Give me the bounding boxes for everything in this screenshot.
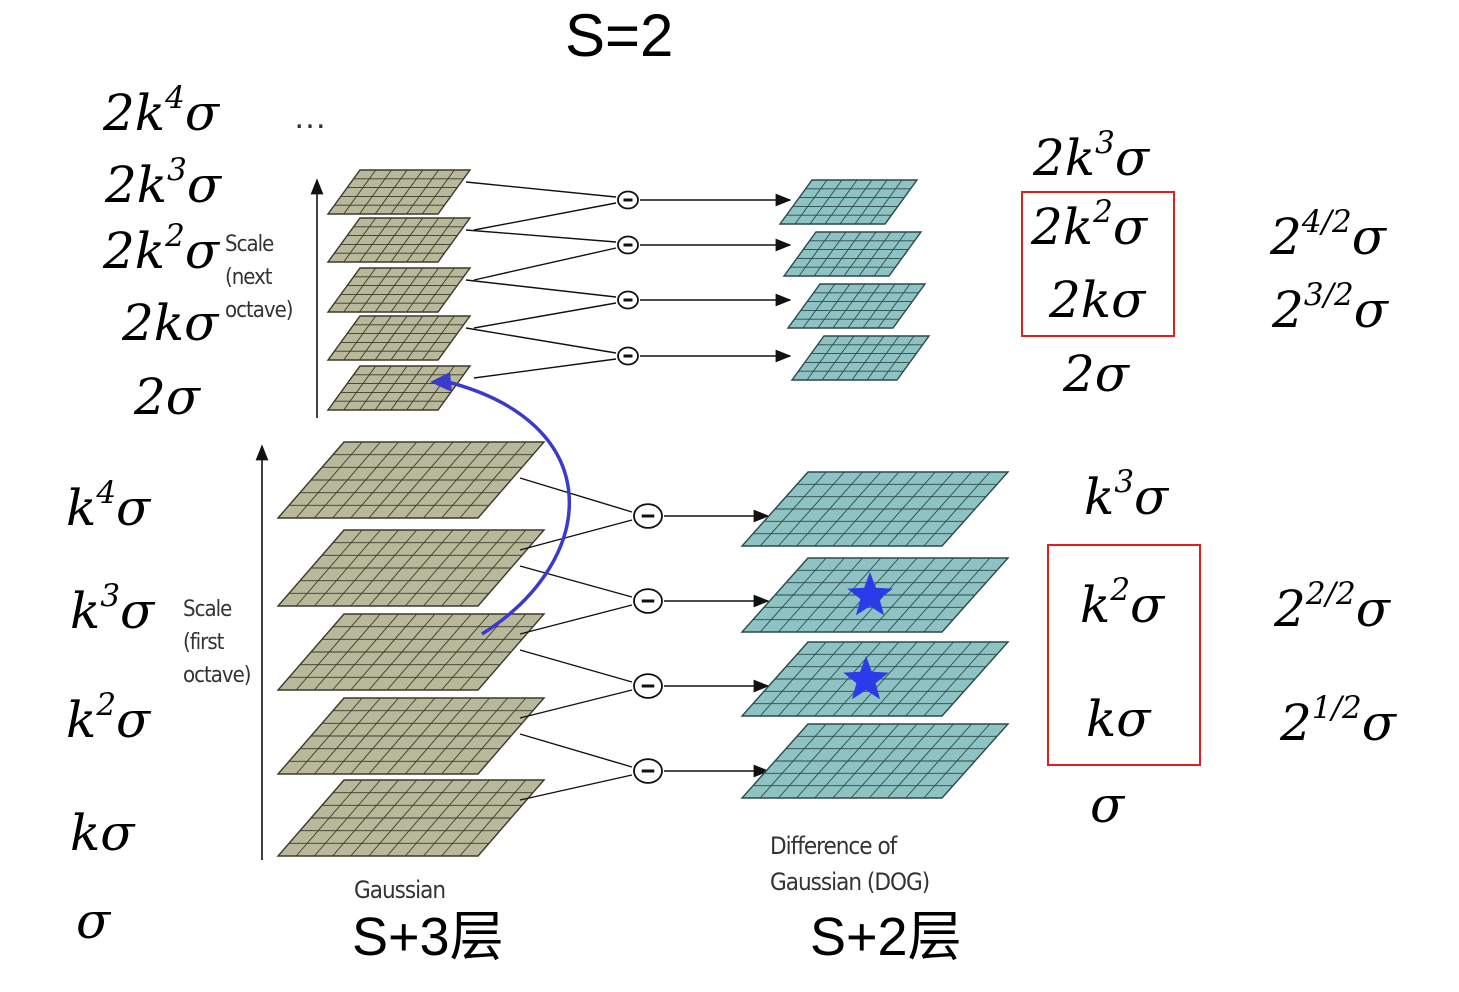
- highlight-box-first-octave: [1047, 544, 1201, 766]
- dog-caption: Difference of Gaussian (DOG): [770, 832, 930, 896]
- downsample-arrowhead: [430, 372, 452, 392]
- scale-label-first-ks: kσ: [70, 804, 135, 862]
- scale-label-first-k4s: k4σ: [66, 475, 151, 537]
- keypoint-star-2: [843, 656, 889, 700]
- first-gaussian-layer-5: [276, 779, 546, 857]
- first-dog-layer-4: [740, 723, 1010, 799]
- dog-label-next-2s: 2σ: [1063, 345, 1129, 403]
- scale-label-first-k3s: k3σ: [70, 578, 155, 640]
- first-gaussian-layer-1: [276, 441, 546, 519]
- dog-label-first-ks: kσ: [1086, 690, 1151, 748]
- next-connector-a-2: [465, 229, 617, 243]
- next-dog-layer-3: [786, 283, 927, 329]
- next-connector-b-2: [473, 247, 617, 281]
- next-connector-a-4: [465, 327, 617, 354]
- scale-label-next-2k3s: 2k3σ: [105, 152, 221, 214]
- next-connector-b-3: [473, 302, 617, 329]
- gaussian-caption: Gaussian: [354, 876, 446, 904]
- ellipsis: …: [293, 98, 327, 136]
- axis-label-next-octave: Scale (next octave): [225, 232, 293, 323]
- next-dog-layer-4: [790, 335, 931, 381]
- scale-label-next-2s: 2σ: [134, 368, 200, 426]
- first-gaussian-layer-3: [276, 613, 546, 691]
- highlight-box-next-octave: [1021, 191, 1175, 337]
- first-connector-b-4: [519, 774, 633, 801]
- axis-label-first-octave: Scale (first octave): [183, 597, 251, 688]
- scale-label-next-2k4s: 2k4σ: [103, 80, 219, 142]
- gaussian-layer-count: S+3层: [352, 907, 504, 967]
- next-dog-layer-2: [782, 231, 923, 277]
- first-connector-a-2: [519, 565, 633, 598]
- next-connector-b-4: [473, 358, 617, 379]
- pow-label-2-2: 22/2σ: [1274, 576, 1390, 638]
- first-connector-b-1: [519, 519, 633, 551]
- first-gaussian-layer-4: [276, 697, 546, 775]
- first-connector-a-4: [519, 733, 633, 768]
- keypoint-star-1: [847, 572, 893, 616]
- scale-label-first-s: σ: [76, 892, 111, 950]
- next-dog-layer-1: [778, 179, 919, 225]
- scale-label-next-2k2s: 2k2σ: [103, 218, 219, 280]
- dog-label-next-2k2s: 2k2σ: [1031, 194, 1147, 256]
- first-gaussian-layer-2: [276, 529, 546, 607]
- first-connector-b-3: [519, 689, 633, 719]
- next-gaussian-layer-4: [326, 315, 472, 361]
- next-connector-a-1: [465, 181, 617, 198]
- first-dog-layer-1: [740, 471, 1010, 547]
- first-connector-a-3: [519, 649, 633, 683]
- next-gaussian-layer-1: [326, 169, 472, 215]
- next-gaussian-layer-3: [326, 267, 472, 313]
- first-connector-a-1: [519, 477, 633, 513]
- first-connector-b-2: [519, 604, 633, 635]
- dog-label-next-2ks: 2kσ: [1049, 271, 1146, 329]
- dog-label-first-k2s: k2σ: [1080, 572, 1165, 634]
- next-connector-b-1: [473, 202, 617, 231]
- scale-label-next-2ks: 2kσ: [122, 294, 219, 352]
- pow-label-1-2: 21/2σ: [1280, 690, 1396, 752]
- dog-label-first-k3s: k3σ: [1084, 464, 1169, 526]
- downsample-curve: [439, 378, 571, 636]
- next-connector-a-3: [465, 279, 617, 298]
- dog-layer-count: S+2层: [810, 907, 962, 967]
- pow-label-4-2: 24/2σ: [1270, 204, 1386, 266]
- next-gaussian-layer-2: [326, 217, 472, 263]
- diagram-title: S=2: [565, 2, 674, 69]
- dog-label-first-s: σ: [1090, 776, 1125, 834]
- dog-label-next-2k3s: 2k3σ: [1033, 125, 1149, 187]
- scale-label-first-k2s: k2σ: [66, 687, 151, 749]
- pow-label-3-2: 23/2σ: [1272, 277, 1388, 339]
